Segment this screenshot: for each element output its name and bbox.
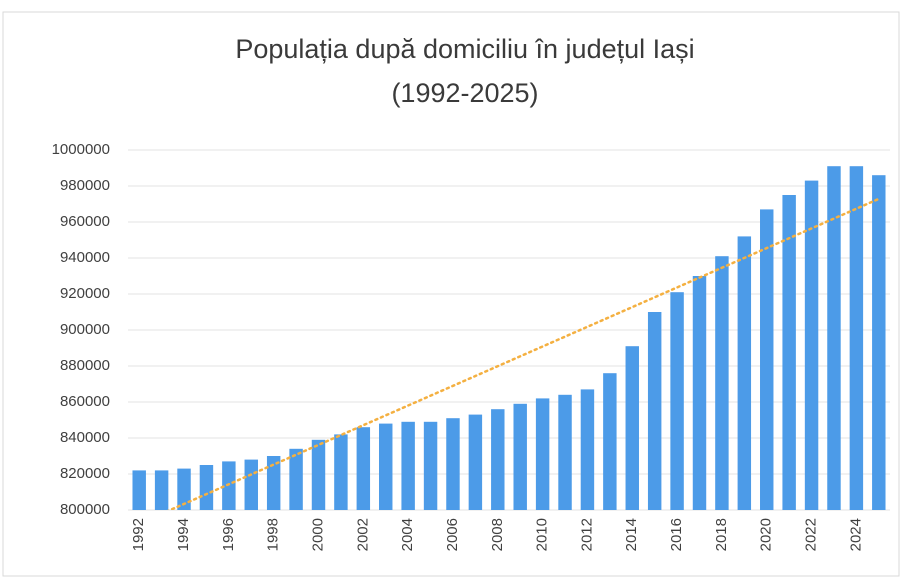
bar — [625, 346, 639, 510]
bar — [804, 180, 819, 510]
bar — [379, 423, 393, 510]
bar — [692, 276, 707, 510]
x-tick-label: 2010 — [534, 518, 551, 551]
bar — [132, 470, 146, 510]
bar — [423, 421, 438, 510]
x-tick-label: 1994 — [175, 518, 192, 551]
x-tick-label: 2004 — [399, 518, 416, 551]
bar — [154, 470, 169, 510]
bar — [535, 398, 550, 510]
bar — [266, 456, 281, 510]
bar — [872, 175, 886, 510]
x-tick-label: 1998 — [265, 518, 282, 551]
x-tick-label: 2022 — [803, 518, 820, 551]
y-tick-label: 800000 — [60, 501, 110, 518]
bar — [513, 403, 527, 510]
bar — [356, 427, 371, 510]
bar — [558, 394, 572, 510]
chart-title: Populația după domiciliu în județul Iași — [235, 34, 694, 64]
y-tick-label: 880000 — [60, 357, 110, 374]
y-tick-label: 1000000 — [52, 141, 110, 158]
y-tick-label: 960000 — [60, 213, 110, 230]
bar — [222, 461, 236, 510]
bar — [782, 195, 796, 510]
y-tick-label: 840000 — [60, 429, 110, 446]
x-tick-label: 2024 — [847, 518, 864, 551]
x-tick-label: 2006 — [444, 518, 461, 551]
bar — [603, 373, 617, 510]
y-tick-label: 900000 — [60, 321, 110, 338]
y-tick-label: 940000 — [60, 249, 110, 266]
bar — [491, 409, 505, 510]
bar — [468, 414, 483, 510]
x-tick-label: 2016 — [668, 518, 685, 551]
bar — [760, 209, 774, 510]
bar — [827, 166, 841, 510]
bar — [670, 292, 684, 510]
x-tick-label: 1996 — [220, 518, 237, 551]
trend-line — [167, 197, 881, 510]
x-tick-label: 2018 — [713, 518, 730, 551]
x-tick-label: 2014 — [623, 518, 640, 551]
x-tick-label: 2012 — [578, 518, 595, 551]
bar — [177, 468, 191, 510]
bar — [446, 418, 460, 510]
bar — [289, 448, 303, 510]
bar — [334, 434, 348, 510]
bar — [737, 236, 752, 510]
chart-subtitle: (1992-2025) — [391, 78, 538, 108]
bar — [647, 312, 662, 510]
x-tick-label: 1992 — [130, 518, 147, 551]
y-tick-label: 820000 — [60, 465, 110, 482]
x-tick-label: 2020 — [758, 518, 775, 551]
x-tick-label: 2000 — [309, 518, 326, 551]
y-tick-label: 980000 — [60, 177, 110, 194]
bar — [715, 256, 729, 510]
bar — [401, 421, 415, 510]
bar — [580, 389, 595, 510]
bar — [199, 465, 214, 510]
y-tick-label: 920000 — [60, 285, 110, 302]
y-tick-label: 860000 — [60, 393, 110, 410]
bar — [244, 459, 258, 510]
x-tick-label: 2008 — [489, 518, 506, 551]
x-tick-label: 2002 — [354, 518, 371, 551]
bar — [311, 439, 326, 510]
bar — [849, 166, 864, 510]
